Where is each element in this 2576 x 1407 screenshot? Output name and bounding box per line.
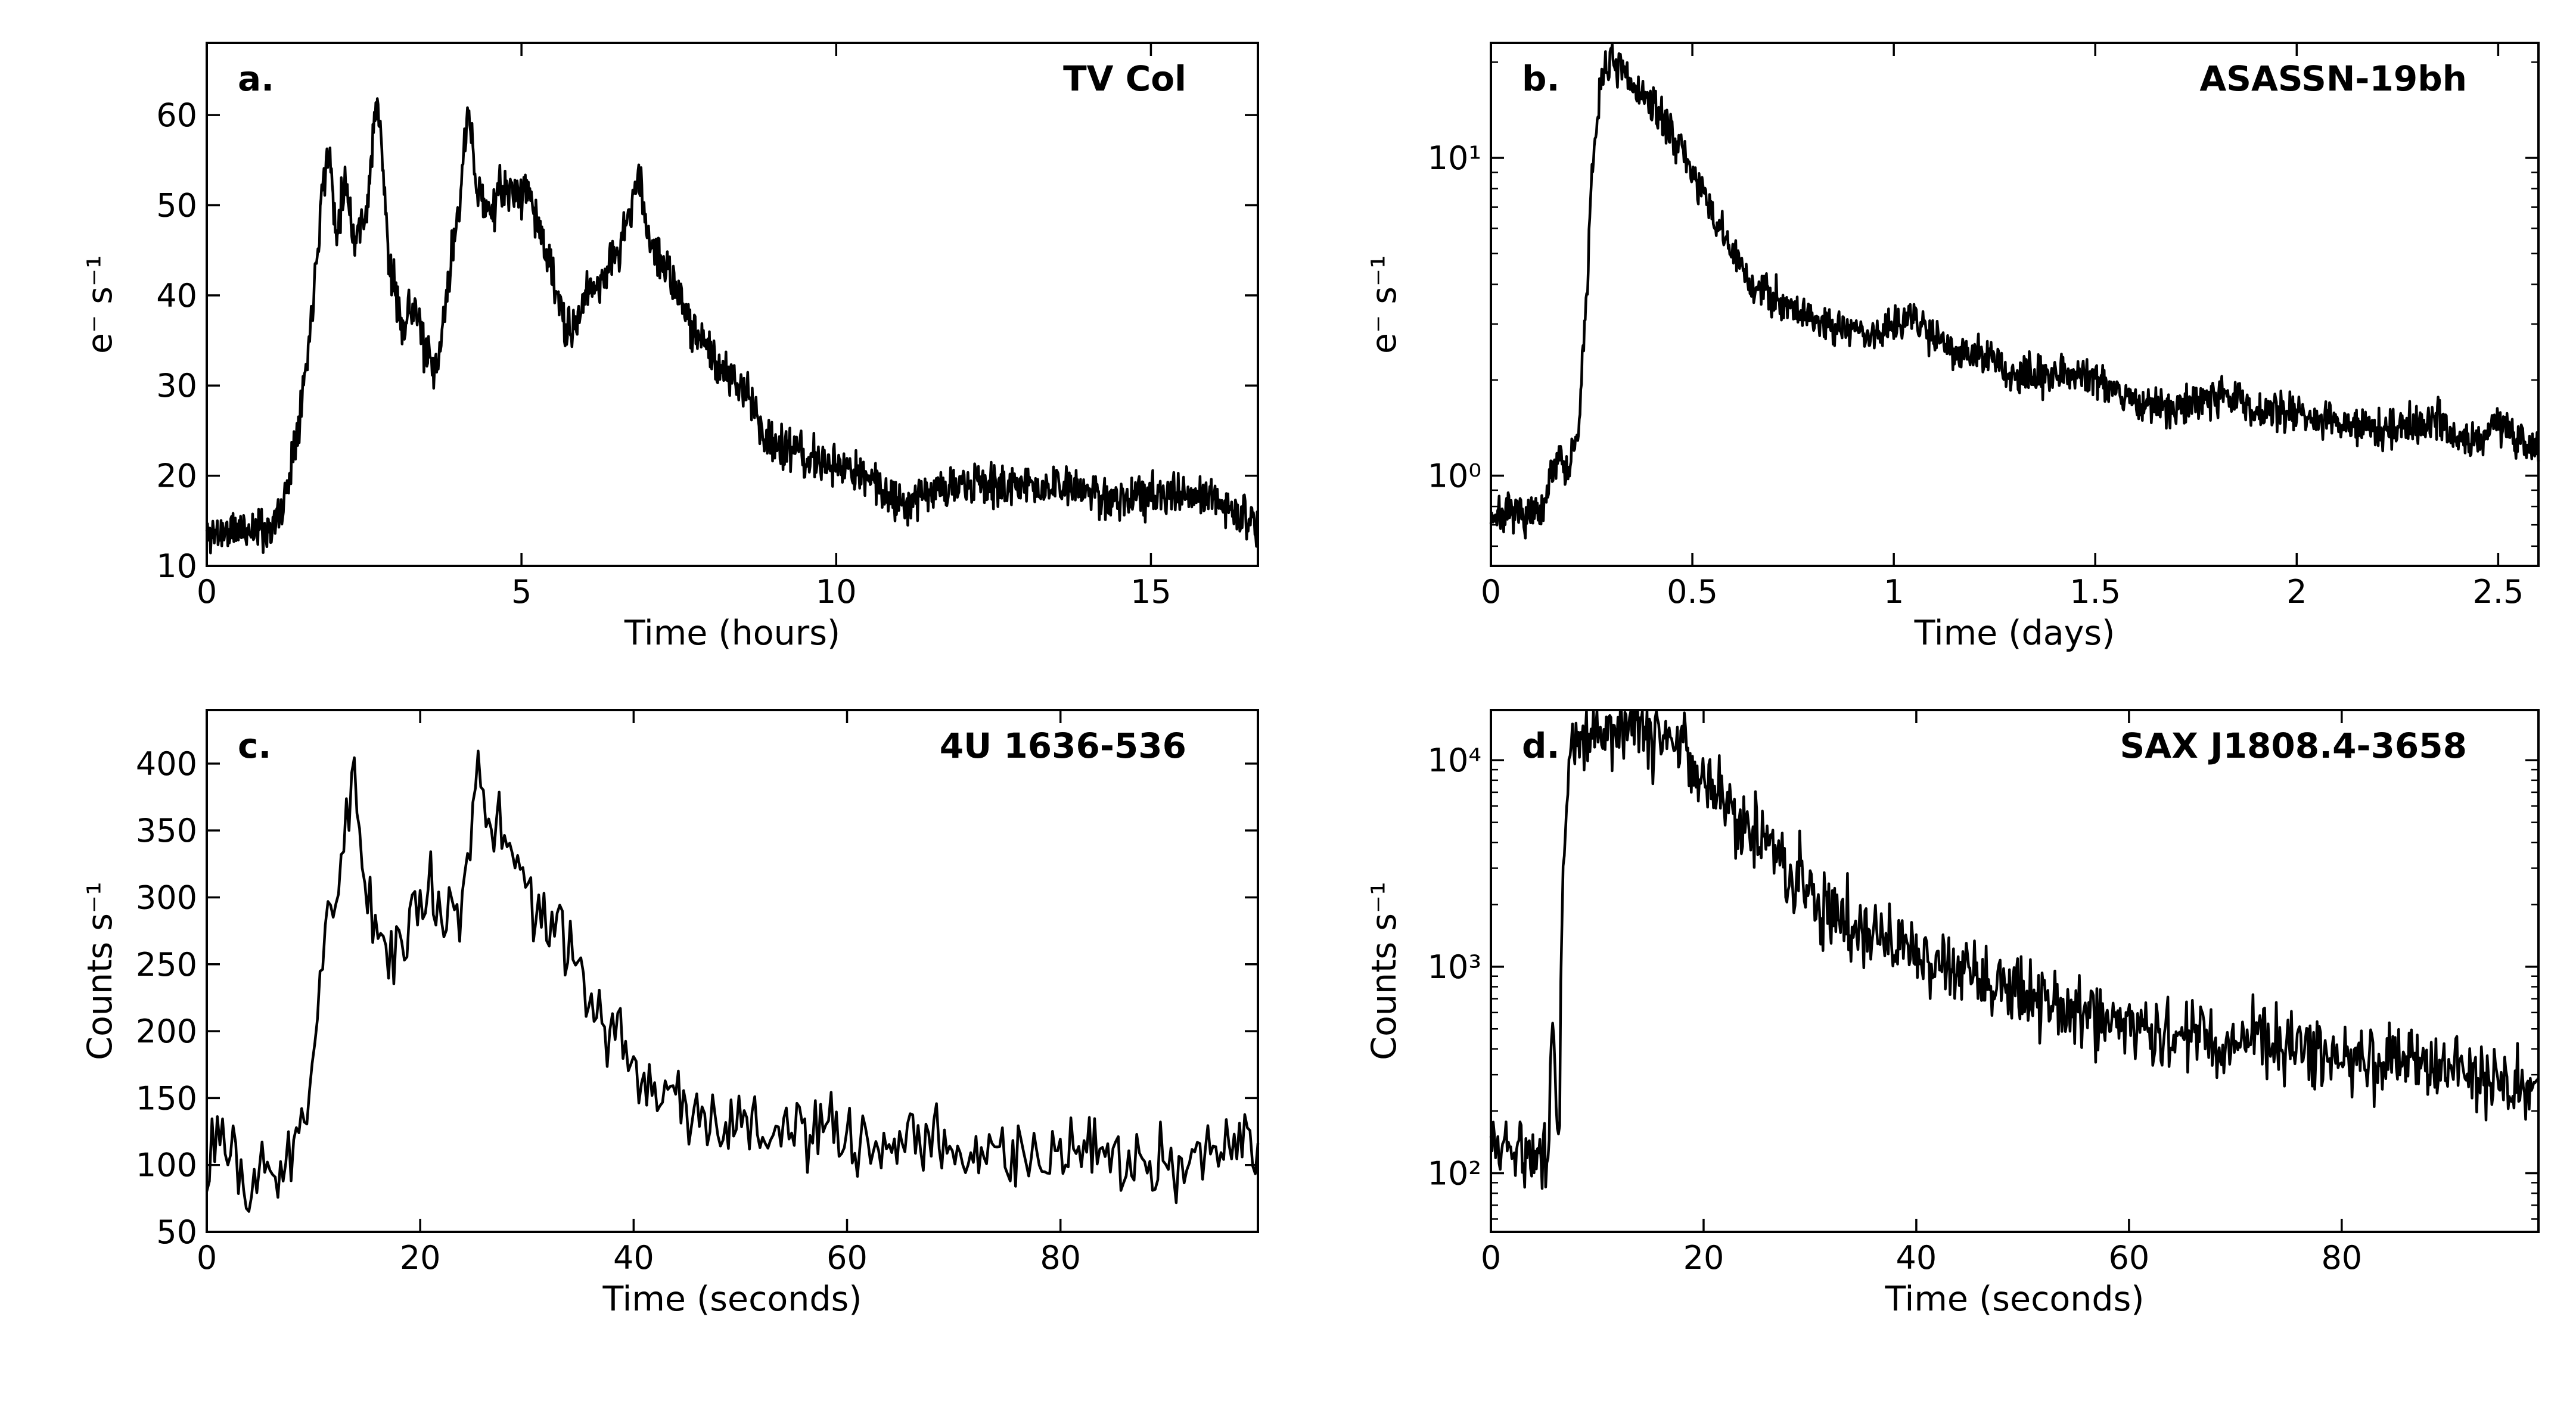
y-tick-label: 10² xyxy=(1428,1155,1481,1193)
plot-frame-b xyxy=(1490,42,2540,567)
series-line-d xyxy=(1489,709,2540,1190)
y-tick-label: 10³ xyxy=(1428,948,1481,986)
panel-title: ASASSN-19bh xyxy=(2199,58,2467,99)
x-tick-label: 80 xyxy=(2321,1239,2362,1277)
x-axis-label: Time (seconds) xyxy=(602,1280,862,1319)
y-tick-label: 10⁴ xyxy=(1428,742,1481,779)
x-tick-label: 2.5 xyxy=(2472,573,2524,611)
y-tick-label: 250 xyxy=(136,946,197,983)
x-tick-label: 0 xyxy=(1481,1239,1501,1277)
y-tick-label: 50 xyxy=(156,186,197,224)
x-tick-label: 10 xyxy=(816,573,857,611)
panel-b: 0 0.5 1 1.5 2 2.5 10⁰ 10¹ Time (days) e⁻ s⁻¹ b. ASA… xyxy=(1365,42,2540,653)
panel-label: c. xyxy=(238,726,271,766)
panel-title: 4U 1636-536 xyxy=(940,726,1186,766)
panel-d: 0 20 40 60 80 10² 10³ 10⁴ Time (seconds) Counts s… xyxy=(1365,709,2540,1319)
y-axis-label: Counts s⁻¹ xyxy=(80,882,120,1060)
x-tick-label: 5 xyxy=(511,573,532,611)
y-tick-label: 150 xyxy=(136,1079,197,1117)
y-tick-label: 40 xyxy=(156,277,197,315)
y-tick-label: 400 xyxy=(136,745,197,783)
x-tick-label: 60 xyxy=(826,1239,868,1277)
plot-frame-c xyxy=(206,709,1259,1233)
y-axis-label: e⁻ s⁻¹ xyxy=(80,255,120,354)
panel-label: a. xyxy=(238,58,274,99)
panel-title: SAX J1808.4-3658 xyxy=(2120,726,2467,766)
panel-title: TV Col xyxy=(1063,58,1186,99)
x-axis-label: Time (hours) xyxy=(624,614,840,653)
y-tick-label: 300 xyxy=(136,879,197,916)
x-tick-label: 20 xyxy=(400,1239,441,1277)
plot-frame-d xyxy=(1490,709,2540,1233)
panel-label: d. xyxy=(1522,726,1560,766)
series-line-b xyxy=(1489,42,2540,540)
y-tick-label: 60 xyxy=(156,97,197,134)
y-tick-label: 50 xyxy=(156,1213,197,1251)
y-tick-label: 10 xyxy=(156,547,197,585)
y-tick-label: 10⁰ xyxy=(1428,457,1481,494)
x-tick-label: 2 xyxy=(2286,573,2307,611)
panel-label: b. xyxy=(1522,58,1560,99)
y-tick-label: 10¹ xyxy=(1428,139,1481,177)
y-axis-label: e⁻ s⁻¹ xyxy=(1365,255,1404,354)
x-tick-label: 0 xyxy=(197,573,217,611)
y-tick-label: 20 xyxy=(156,457,197,495)
x-tick-label: 80 xyxy=(1040,1239,1081,1277)
x-tick-label: 20 xyxy=(1683,1239,1724,1277)
series-line-a xyxy=(205,97,1260,555)
x-tick-label: 0 xyxy=(197,1239,217,1277)
y-tick-label: 350 xyxy=(136,812,197,849)
y-tick-label: 100 xyxy=(136,1147,197,1184)
x-tick-label: 40 xyxy=(613,1239,654,1277)
y-tick-label: 30 xyxy=(156,367,197,404)
series-line-c xyxy=(205,749,1260,1213)
panel-c: 0 20 40 60 80 50 100 150 200 250 300 350 400 Time (se… xyxy=(80,709,1260,1319)
x-tick-label: 1.5 xyxy=(2069,573,2121,611)
plot-frame-a xyxy=(206,42,1259,567)
x-tick-label: 1 xyxy=(1884,573,1904,611)
panel-a: 0 5 10 15 10 20 30 40 50 60 Time (hours) e⁻ s⁻¹ a. TV… xyxy=(80,42,1260,653)
y-axis-label: Counts s⁻¹ xyxy=(1365,882,1404,1060)
x-tick-label: 0.5 xyxy=(1667,573,1718,611)
x-tick-label: 0 xyxy=(1481,573,1501,611)
x-tick-label: 15 xyxy=(1130,573,1172,611)
x-tick-label: 60 xyxy=(2109,1239,2150,1277)
y-tick-label: 200 xyxy=(136,1013,197,1050)
x-axis-label: Time (days) xyxy=(1914,614,2115,653)
x-axis-label: Time (seconds) xyxy=(1884,1280,2144,1319)
x-tick-label: 40 xyxy=(1896,1239,1937,1277)
